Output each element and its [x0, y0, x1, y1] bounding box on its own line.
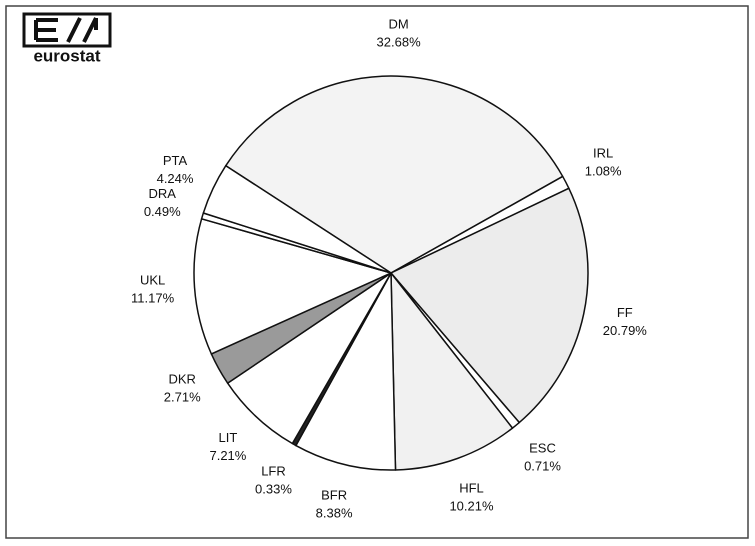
value-label: 32.68%	[377, 35, 422, 50]
pie-slice	[193, 218, 392, 355]
slice-label: PTA	[163, 153, 188, 168]
pie-slice	[390, 187, 589, 424]
slice-label: LFR	[261, 464, 286, 479]
value-label: 2.71%	[164, 390, 201, 405]
value-label: 0.49%	[144, 204, 181, 219]
value-label: 0.33%	[255, 482, 292, 497]
value-label: 0.71%	[524, 458, 561, 473]
value-label: 7.21%	[209, 448, 246, 463]
slice-label: FF	[617, 305, 633, 320]
value-label: 10.21%	[449, 498, 494, 513]
slice-label: DM	[388, 17, 408, 32]
value-label: 8.38%	[316, 506, 353, 521]
slice-label: UKL	[140, 273, 165, 288]
logo-text: eurostat	[33, 46, 100, 65]
value-label: 11.17%	[131, 291, 175, 306]
pie-slice	[390, 272, 514, 471]
slice-label: IRL	[593, 145, 613, 160]
value-label: 4.24%	[157, 171, 194, 186]
pie-slice	[295, 272, 397, 471]
pie-slice	[202, 164, 392, 274]
slice-label: HFL	[459, 480, 484, 495]
logo-mark	[34, 17, 98, 43]
slice-label: BFR	[321, 488, 347, 503]
slice-label: ESC	[529, 440, 556, 455]
logo-box	[22, 12, 112, 48]
value-label: 1.08%	[585, 163, 622, 178]
slice-label: DKR	[168, 372, 195, 387]
slice-label: LIT	[219, 430, 238, 445]
value-label: 20.79%	[603, 323, 648, 338]
slice-label: DRA	[149, 186, 177, 201]
logo: eurostat	[22, 12, 112, 65]
